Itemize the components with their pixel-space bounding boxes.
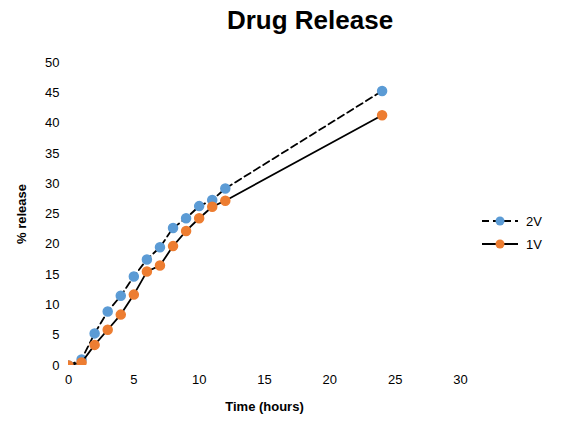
svg-text:% release: % release — [14, 184, 29, 244]
svg-text:25: 25 — [388, 372, 402, 387]
svg-text:15: 15 — [45, 267, 59, 282]
svg-text:15: 15 — [257, 372, 271, 387]
svg-text:30: 30 — [453, 372, 467, 387]
svg-text:20: 20 — [45, 236, 59, 251]
html-text:1V: 1V — [526, 236, 542, 252]
svg-text:10: 10 — [45, 297, 59, 312]
svg-text:45: 45 — [45, 85, 59, 100]
svg-text:0: 0 — [52, 358, 59, 373]
svg-text:40: 40 — [45, 115, 59, 130]
svg-text:50: 50 — [45, 55, 59, 70]
svg-text:20: 20 — [323, 372, 337, 387]
svg-text:5: 5 — [130, 372, 137, 387]
svg-text:35: 35 — [45, 146, 59, 161]
svg-text:5: 5 — [52, 327, 59, 342]
svg-text:10: 10 — [192, 372, 206, 387]
html-text:2V: 2V — [526, 213, 542, 229]
svg-text:0: 0 — [65, 372, 72, 387]
html-text:Drug Release: Drug Release — [226, 5, 394, 35]
svg-text:25: 25 — [45, 206, 59, 221]
svg-text:30: 30 — [45, 176, 59, 191]
svg-text:Time (hours): Time (hours) — [225, 399, 304, 414]
